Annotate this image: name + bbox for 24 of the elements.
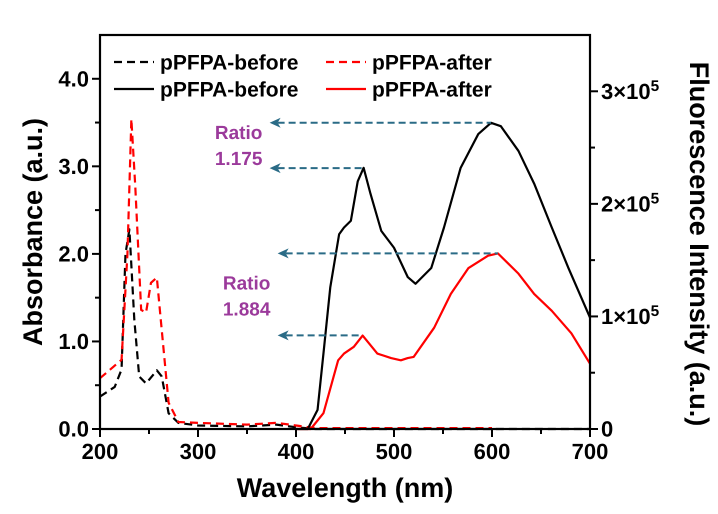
y2-tick-label: 3×10$^{5}$ — [601, 77, 660, 104]
y-axis-title: Absorbance (a.u.) — [18, 118, 48, 346]
legend-label: pPFPA-before — [160, 51, 298, 74]
y-tick-label: 4.0 — [58, 66, 89, 92]
x-tick-label: 200 — [82, 439, 118, 464]
text: 0.0 — [58, 416, 89, 442]
legend-label: pPFPA-after — [372, 51, 492, 74]
x-tick-label: 600 — [474, 439, 510, 464]
y2-tick-label: 2×10$^{5}$ — [601, 190, 660, 217]
x-tick-label: 700 — [572, 439, 608, 464]
x-tick-label: 500 — [376, 439, 412, 464]
y2-axis-title: Fluorescence Intensity (a.u.) — [684, 62, 714, 426]
y-tick-label: 3.0 — [58, 154, 89, 180]
y2-tick-label: 0 — [601, 416, 614, 442]
annotation: Ratio 1.884 — [222, 273, 271, 320]
annotation: Ratio 1.175 — [214, 123, 263, 170]
legend-label: pPFPA-before — [160, 78, 298, 102]
y2-tick-label: 1×10$^{5}$ — [601, 302, 660, 330]
y-tick-label: 1.0 — [58, 329, 89, 354]
y-tick-label: 2.0 — [58, 242, 89, 267]
x-tick-label: 300 — [180, 439, 216, 464]
x-tick-label: 400 — [278, 439, 314, 464]
x-axis-title: Wavelength (nm) — [236, 473, 454, 503]
legend-label: pPFPA-after — [372, 78, 492, 102]
